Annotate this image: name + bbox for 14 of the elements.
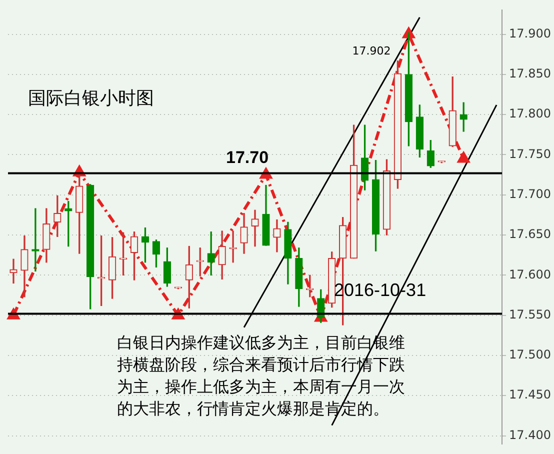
y-tick-label: 17.700 [509,187,552,202]
annotation: 17.902 [352,44,391,58]
y-tick-label: 17.550 [509,307,552,322]
y-tick-label: 17.500 [509,348,552,362]
y-tick-label: 17.650 [509,227,552,242]
y-tick-label: 17.450 [509,388,552,402]
text: 国际白银小时图 [28,88,154,109]
y-tick-label: 17.900 [509,26,552,40]
y-tick-label: 17.800 [509,106,552,121]
y-tick-label: 17.750 [509,146,552,161]
y-tick-label: 17.400 [509,428,552,442]
y-tick-label: 17.850 [509,66,552,81]
y-tick-label: 17.600 [509,267,552,282]
annotation: 17.70 [226,148,269,168]
